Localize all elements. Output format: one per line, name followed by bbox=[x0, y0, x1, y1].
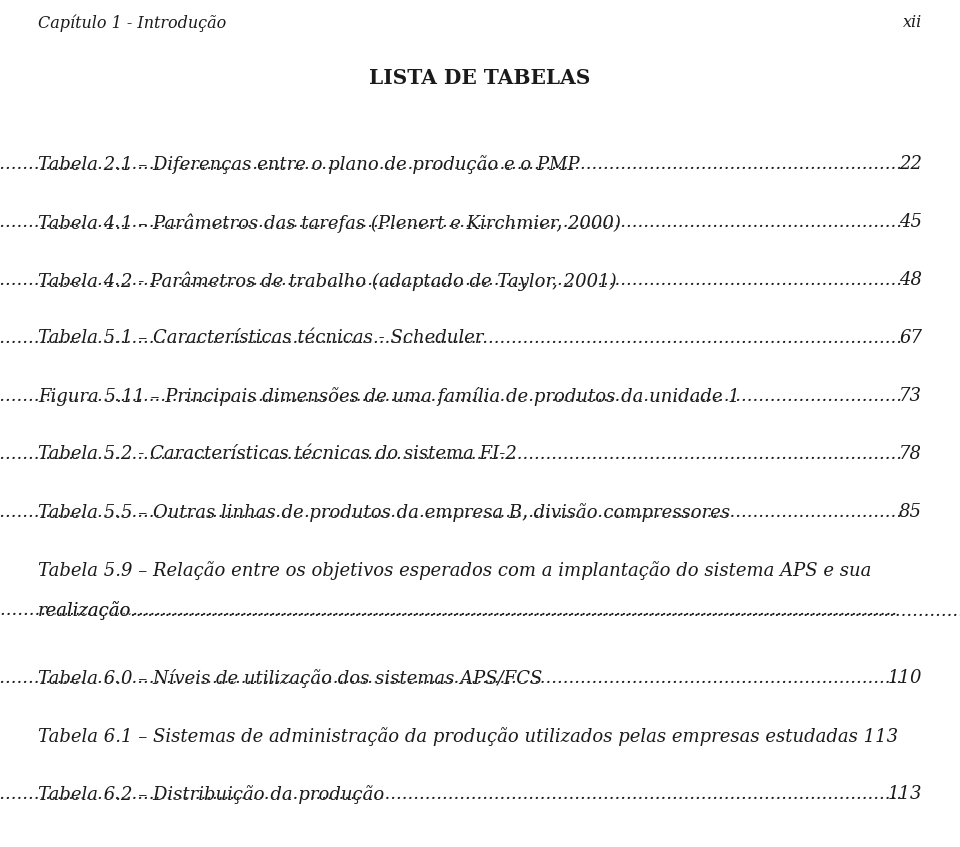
Text: Tabela 5.5 – Outras linhas de produtos da empresa B, divisão compressores: Tabela 5.5 – Outras linhas de produtos d… bbox=[38, 503, 731, 522]
Text: 109: 109 bbox=[887, 601, 922, 619]
Text: ................................................................................: ........................................… bbox=[0, 387, 902, 405]
Text: Tabela 6.0 – Níveis de utilização dos sistemas APS/FCS: Tabela 6.0 – Níveis de utilização dos si… bbox=[38, 669, 542, 688]
Text: 73: 73 bbox=[899, 387, 922, 405]
Text: Tabela 4.1 – Parâmetros das tarefas (Plenert e Kirchmier, 2000): Tabela 4.1 – Parâmetros das tarefas (Ple… bbox=[38, 213, 621, 232]
Text: 48: 48 bbox=[899, 271, 922, 289]
Text: Tabela 5.1 – Características técnicas - Scheduler: Tabela 5.1 – Características técnicas - … bbox=[38, 329, 484, 347]
Text: Tabela 6.0 – Níveis de utilização dos sistemas APS/FCS: Tabela 6.0 – Níveis de utilização dos si… bbox=[38, 669, 554, 688]
Text: realização: realização bbox=[38, 601, 132, 620]
Text: 110: 110 bbox=[887, 669, 922, 687]
Text: Tabela 5.2 - Características técnicas do sistema FI-2: Tabela 5.2 - Características técnicas do… bbox=[38, 445, 528, 463]
Text: LISTA DE TABELAS: LISTA DE TABELAS bbox=[370, 68, 590, 88]
Text: Tabela 5.5 – Outras linhas de produtos da empresa B, divisão compressores: Tabela 5.5 – Outras linhas de produtos d… bbox=[38, 503, 742, 522]
Text: Tabela 5.9 – Relação entre os objetivos esperados com a implantação do sistema A: Tabela 5.9 – Relação entre os objetivos … bbox=[38, 561, 872, 580]
Text: ................................................................................: ........................................… bbox=[0, 329, 902, 347]
Text: realização: realização bbox=[38, 601, 143, 620]
Text: 113: 113 bbox=[887, 785, 922, 803]
Text: ................................................................................: ........................................… bbox=[0, 601, 897, 619]
Text: Figura 5.11 – Principais dimensões de uma família de produtos da unidade 1: Figura 5.11 – Principais dimensões de um… bbox=[38, 387, 740, 406]
Text: Tabela 6.2 – Distribuição da produção: Tabela 6.2 – Distribuição da produção bbox=[38, 785, 384, 804]
Text: ................................................................................: ........................................… bbox=[0, 213, 902, 231]
Text: realização......................................................................: realização..............................… bbox=[38, 601, 960, 620]
Text: Tabela 5.1 – Características técnicas - Scheduler: Tabela 5.1 – Características técnicas - … bbox=[38, 329, 494, 347]
Text: 78: 78 bbox=[899, 445, 922, 463]
Text: Capítulo 1 - Introdução: Capítulo 1 - Introdução bbox=[38, 14, 227, 31]
Text: Tabela 6.1 – Sistemas de administração da produção utilizados pelas empresas est: Tabela 6.1 – Sistemas de administração d… bbox=[38, 727, 899, 746]
Text: ................................................................................: ........................................… bbox=[0, 271, 902, 289]
Text: xii: xii bbox=[902, 14, 922, 31]
Text: 45: 45 bbox=[899, 213, 922, 231]
Text: 67: 67 bbox=[899, 329, 922, 347]
Text: ................................................................................: ........................................… bbox=[0, 669, 902, 687]
Text: Tabela 2.1 – Diferenças entre o plano de produção e o PMP: Tabela 2.1 – Diferenças entre o plano de… bbox=[38, 155, 580, 174]
Text: Tabela 6.2 – Distribuição da produção: Tabela 6.2 – Distribuição da produção bbox=[38, 785, 396, 804]
Text: ................................................................................: ........................................… bbox=[0, 785, 902, 803]
Text: Tabela 4.2 - Parâmetros de trabalho (adaptado de Taylor, 2001): Tabela 4.2 - Parâmetros de trabalho (ada… bbox=[38, 271, 616, 291]
Text: realização: realização bbox=[38, 601, 132, 620]
Text: 85: 85 bbox=[899, 503, 922, 521]
Text: Figura 5.11 – Principais dimensões de uma família de produtos da unidade 1: Figura 5.11 – Principais dimensões de um… bbox=[38, 387, 752, 406]
Text: Tabela 4.1 – Parâmetros das tarefas (Plenert e Kirchmier, 2000): Tabela 4.1 – Parâmetros das tarefas (Ple… bbox=[38, 213, 633, 232]
Text: ................................................................................: ........................................… bbox=[0, 155, 902, 173]
Text: ................................................................................: ........................................… bbox=[0, 445, 902, 463]
Text: 22: 22 bbox=[899, 155, 922, 173]
Text: Tabela 5.2 - Características técnicas do sistema FI-2: Tabela 5.2 - Características técnicas do… bbox=[38, 445, 516, 463]
Text: Tabela 2.1 – Diferenças entre o plano de produção e o PMP: Tabela 2.1 – Diferenças entre o plano de… bbox=[38, 155, 591, 174]
Text: Tabela 4.2 - Parâmetros de trabalho (adaptado de Taylor, 2001): Tabela 4.2 - Parâmetros de trabalho (ada… bbox=[38, 271, 628, 291]
Text: ................................................................................: ........................................… bbox=[0, 503, 902, 521]
